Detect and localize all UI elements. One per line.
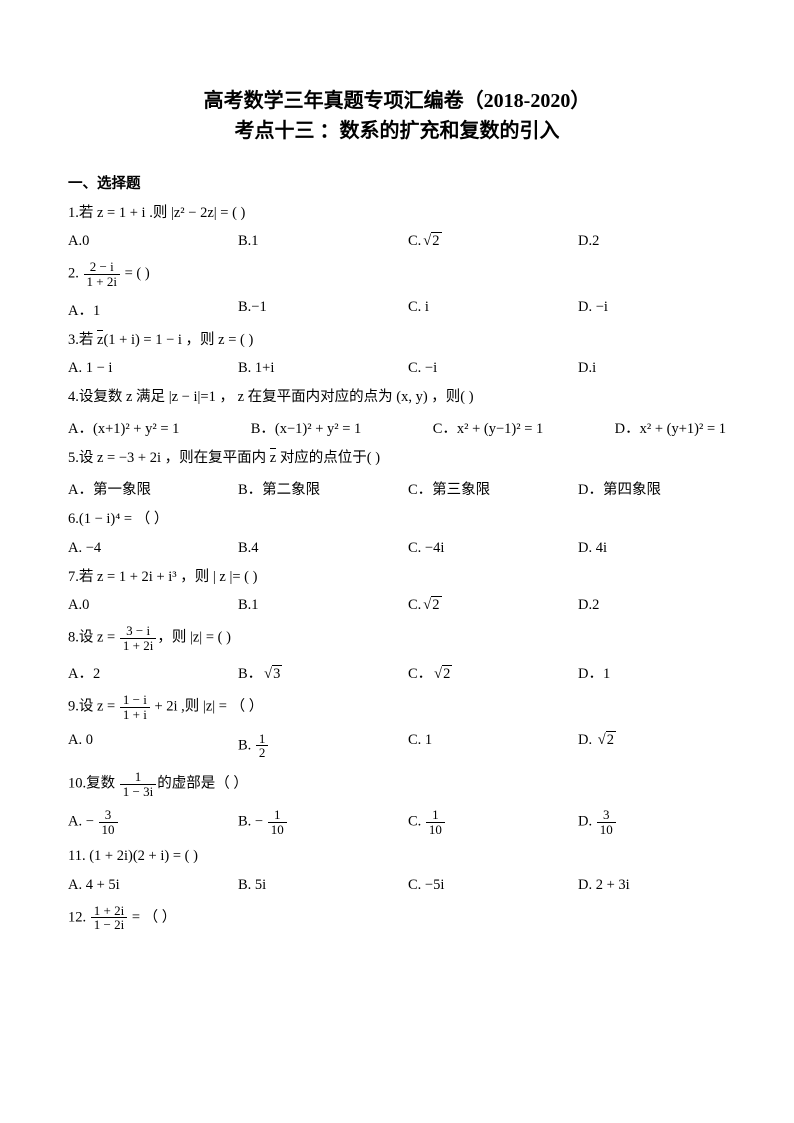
q11-opt-a: A. 4 + 5i [68,877,238,894]
q9-opt-b: B. 1 2 [238,732,408,760]
q1-stem-prefix: 若 z = 1 + i .则 [79,205,167,221]
title-line-2: 考点十三 ：数系的扩充和复数的引入 [68,116,726,146]
q5-num: 5. [68,450,79,466]
q5-opt-a: A．第一象限 [68,478,238,499]
q3-opt-a: A. 1 − i [68,360,238,377]
q4-num: 4. [68,389,79,405]
q10-opt-b: B. − 110 [238,808,408,836]
q5-opt-b: B．第二象限 [238,478,408,499]
q2-opt-d: D. −i [578,299,728,320]
q9-frac: 1 − i 1 + i [120,693,150,721]
q4-opt-b: B．(x−1)² + y² = 1 [251,417,362,438]
q12-num: 12. [68,909,86,925]
q3-opt-d: D.i [578,360,728,377]
q9-opt-c: C. 1 [408,732,578,760]
q8-opt-d: D．1 [578,662,728,683]
q6-opt-a: A. −4 [68,540,238,557]
q10-opt-a: A. − 310 [68,808,238,836]
q10-frac: 1 1 − 3i [120,770,156,798]
q1-opt-a: A.0 [68,233,238,250]
q8-options: A．2 B．3 C．2 D．1 [68,662,726,683]
q7-options: A.0 B.1 C.2 D.2 [68,597,726,614]
q8-opt-c: C．2 [408,662,578,683]
q2-opt-c: C. i [408,299,578,320]
q8-opt-a: A．2 [68,662,238,683]
question-7: 7.若 z = 1 + 2i + i³ ，则 | z |= ( ) [68,567,726,587]
q1-opt-c: C.2 [408,233,578,250]
q1-abs: z² − 2z [174,205,214,221]
z-bar-icon: z [270,448,276,468]
q7-opt-a: A.0 [68,597,238,614]
q10-num: 10. [68,775,86,791]
q1-num: 1. [68,205,79,221]
z-bar-icon: z [97,330,103,350]
q10-opt-c: C. 110 [408,808,578,836]
question-3: 3.若 z(1 + i) = 1 − i ，则 z = ( ) [68,330,726,350]
q7-opt-d: D.2 [578,597,728,614]
q4-options: A．(x+1)² + y² = 1 B．(x−1)² + y² = 1 C．x²… [68,417,726,438]
question-5: 5.设 z = −3 + 2i ，则在复平面内 z 对应的点位于( ) [68,448,726,468]
question-6: 6.(1 − i)⁴ = （ ） [68,509,726,529]
q1-opt-d: D.2 [578,233,728,250]
q2-suffix: = ( ) [121,266,150,282]
q5-opt-d: D．第四象限 [578,478,728,499]
q6-opt-d: D. 4i [578,540,728,557]
q7-opt-b: B.1 [238,597,408,614]
q2-num: 2. [68,266,79,282]
title-line-1: 高考数学三年真题专项汇编卷（2018-2020） [68,86,726,116]
q6-num: 6. [68,511,79,527]
question-1: 1.若 z = 1 + i .则 |z² − 2z| = ( ) [68,203,726,223]
q2-frac: 2 − i 1 + 2i [84,260,120,288]
question-9: 9.设 z = 1 − i 1 + i + 2i ,则 |z| = （ ） [68,693,726,721]
q8-frac: 3 − i 1 + 2i [120,624,156,652]
q11-opt-d: D. 2 + 3i [578,877,728,894]
question-10: 10.复数 1 1 − 3i 的虚部是（ ） [68,770,726,798]
page: 高考数学三年真题专项汇编卷（2018-2020） 考点十三 ：数系的扩充和复数的… [0,0,794,994]
q8-opt-b: B．3 [238,662,408,683]
q4-opt-a: A．(x+1)² + y² = 1 [68,417,179,438]
q11-num: 11. [68,848,86,864]
q2-options: A．1 B.−1 C. i D. −i [68,299,726,320]
q2-opt-b: B.−1 [238,299,408,320]
q3-opt-b: B. 1+i [238,360,408,377]
q7-num: 7. [68,569,79,585]
q3-opt-c: C. −i [408,360,578,377]
q4-opt-c: C．x² + (y−1)² = 1 [433,417,544,438]
q6-options: A. −4 B.4 C. −4i D. 4i [68,540,726,557]
q11-opt-c: C. −5i [408,877,578,894]
q5-options: A．第一象限 B．第二象限 C．第三象限 D．第四象限 [68,478,726,499]
q1-opt-b: B.1 [238,233,408,250]
q2-opt-a: A．1 [68,299,238,320]
q9-opt-d: D. 2 [578,732,728,760]
question-12: 12. 1 + 2i 1 − 2i = （ ） [68,904,726,932]
q6-opt-c: C. −4i [408,540,578,557]
q10-options: A. − 310 B. − 110 C. 110 D. 310 [68,808,726,836]
q9-opt-a: A. 0 [68,732,238,760]
q7-opt-c: C.2 [408,597,578,614]
q5-opt-c: C．第三象限 [408,478,578,499]
section-heading: 一、选择题 [68,172,726,193]
q4-opt-d: D．x² + (y+1)² = 1 [615,417,726,438]
q1-options: A.0 B.1 C.2 D.2 [68,233,726,250]
question-8: 8.设 z = 3 − i 1 + 2i ，则 |z| = ( ) [68,624,726,652]
question-11: 11. (1 + 2i)(2 + i) = ( ) [68,846,726,866]
q11-options: A. 4 + 5i B. 5i C. −5i D. 2 + 3i [68,877,726,894]
question-2: 2. 2 − i 1 + 2i = ( ) [68,260,726,288]
q9-options: A. 0 B. 1 2 C. 1 D. 2 [68,732,726,760]
q6-opt-b: B.4 [238,540,408,557]
q10-opt-d: D. 310 [578,808,728,836]
q3-options: A. 1 − i B. 1+i C. −i D.i [68,360,726,377]
q8-num: 8. [68,630,79,646]
question-4: 4.设复数 z 满足 |z − i|=1 ， z 在复平面内对应的点为 (x, … [68,387,726,407]
q9-num: 9. [68,699,79,715]
title-block: 高考数学三年真题专项汇编卷（2018-2020） 考点十三 ：数系的扩充和复数的… [68,86,726,146]
q3-num: 3. [68,332,79,348]
q1-stem-suffix: = ( ) [220,205,245,221]
q12-frac: 1 + 2i 1 − 2i [91,904,127,932]
q11-opt-b: B. 5i [238,877,408,894]
